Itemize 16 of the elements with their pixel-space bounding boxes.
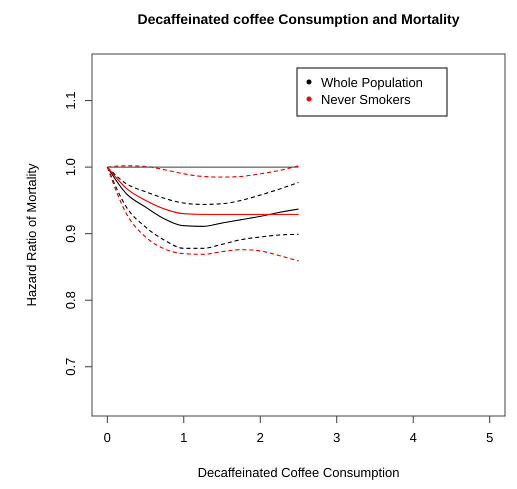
legend-label: Never Smokers	[321, 92, 412, 107]
y-tick-label: 0.8	[63, 291, 78, 310]
y-axis-title: Hazard Ratio of Mortality	[24, 162, 39, 307]
legend-label: Whole Population	[321, 75, 423, 90]
y-tick-label: 0.7	[63, 358, 78, 376]
y-tick-label: 1.0	[63, 158, 78, 176]
x-tick-label: 2	[256, 430, 264, 445]
chart-title: Decaffeinated coffee Consumption and Mortality	[137, 11, 460, 27]
y-tick-label: 1.1	[63, 92, 78, 110]
y-tick-label: 0.9	[63, 224, 78, 243]
x-tick-label: 5	[486, 430, 494, 445]
x-axis-title: Decaffeinated Coffee Consumption	[198, 465, 400, 480]
x-tick-label: 0	[104, 430, 111, 445]
x-tick-label: 1	[180, 430, 188, 445]
x-tick-label: 4	[410, 430, 417, 445]
x-tick-label: 3	[333, 430, 340, 445]
